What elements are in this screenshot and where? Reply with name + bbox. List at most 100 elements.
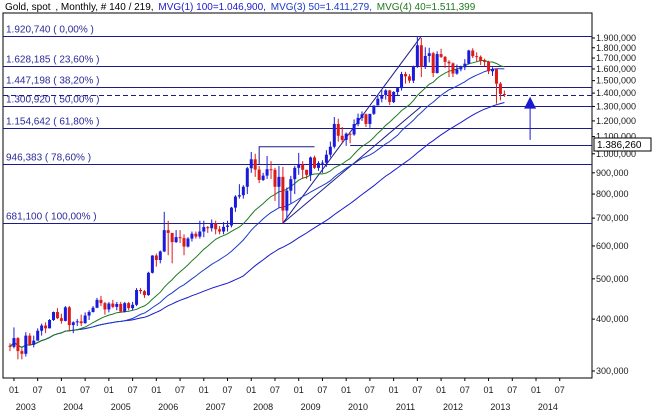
- candle-down: [166, 230, 170, 233]
- fib-trend-line: [282, 35, 422, 224]
- candle-up: [245, 168, 249, 187]
- fibonacci-lines: 1.920,740 ( 0,00% ) 1.628,185 ( 23,60% ) 1…: [3, 25, 592, 224]
- candle-up: [459, 67, 463, 70]
- x-month-label: 07: [80, 385, 90, 395]
- candle-down: [404, 74, 407, 77]
- fib-level-label: 1.920,740 ( 0,00% ): [6, 25, 94, 36]
- candle-up: [146, 272, 150, 296]
- candle-up: [491, 69, 495, 72]
- candle-down: [281, 176, 285, 211]
- price-box: [593, 137, 652, 152]
- candle-up: [229, 207, 233, 226]
- candle-down: [194, 233, 198, 237]
- candle-down: [142, 291, 146, 296]
- y-tick-label: 1.000,000: [596, 149, 636, 159]
- x-month-label: 07: [33, 385, 43, 395]
- candle-down: [336, 123, 340, 136]
- candle-up: [249, 159, 253, 169]
- candle-up: [344, 133, 348, 140]
- candle-down: [487, 62, 491, 72]
- x-year-label: 2004: [63, 402, 83, 412]
- header-ma2: MVG(3) 50=1.411,279,: [271, 2, 372, 13]
- candle-down: [154, 255, 158, 261]
- moving-averages: [9, 59, 505, 348]
- candle-down: [471, 50, 475, 57]
- y-tick-label: 1.400,000: [596, 88, 636, 98]
- fib-level-label: 681,100 ( 100,00% ): [6, 212, 97, 223]
- candle-up: [400, 74, 404, 89]
- candle-down: [305, 169, 309, 175]
- y-tick-label: 600,000: [596, 241, 629, 251]
- x-month-label: 01: [151, 385, 161, 395]
- candle-up: [48, 320, 52, 329]
- candle-down: [301, 164, 305, 170]
- candle-up: [332, 123, 336, 147]
- candle-up: [285, 190, 289, 211]
- candle-down: [178, 237, 182, 239]
- plot-area: [2, 12, 593, 379]
- candle-up: [356, 117, 360, 125]
- arrow-head: [524, 96, 537, 109]
- x-year-label: 2011: [396, 402, 415, 412]
- candle-up: [376, 98, 380, 106]
- candle-down: [364, 114, 368, 124]
- chart-header: Gold, spot , Monthly, # 140 / 219, MVG(1…: [5, 2, 476, 13]
- candle-down: [340, 135, 344, 140]
- candle-down: [127, 303, 131, 309]
- x-year-label: 2007: [206, 402, 226, 412]
- candle-up: [265, 169, 269, 176]
- candle-up: [261, 175, 265, 180]
- candle-up: [392, 91, 396, 103]
- x-month-label: 07: [317, 385, 327, 395]
- x-month-label: 07: [175, 385, 185, 395]
- candle-down: [419, 45, 423, 67]
- candle-up: [309, 157, 313, 175]
- ma-short-line: [9, 59, 505, 348]
- y-tick-label: 1.600,000: [596, 64, 636, 74]
- candle-down: [498, 83, 502, 94]
- candle-up: [289, 179, 293, 191]
- candle-down: [273, 169, 277, 187]
- candle-up: [328, 146, 332, 155]
- candle-up: [372, 105, 376, 114]
- candle-up: [174, 237, 178, 243]
- candle-up: [95, 299, 99, 308]
- candle-down: [269, 169, 273, 171]
- candle-up: [463, 63, 467, 68]
- candle-up: [384, 90, 388, 96]
- candle-up: [63, 307, 67, 321]
- candle-up: [75, 321, 79, 323]
- candle-up: [427, 53, 431, 56]
- x-year-label: 2013: [490, 402, 510, 412]
- candle-down: [67, 307, 71, 326]
- candle-down: [28, 335, 32, 345]
- x-year-label: 2003: [16, 402, 36, 412]
- ma-medium-line: [9, 68, 505, 348]
- candle-down: [388, 90, 392, 103]
- candle-up: [352, 124, 356, 135]
- candle-down: [348, 133, 352, 135]
- x-year-label: 2014: [538, 402, 558, 412]
- candle-up: [190, 233, 194, 239]
- candle-down: [502, 93, 506, 95]
- y-tick-label: 500,000: [596, 274, 629, 284]
- candle-up: [36, 330, 40, 341]
- x-month-label: 07: [507, 385, 517, 395]
- x-month-label: 01: [389, 385, 399, 395]
- y-tick-label: 700,000: [596, 213, 629, 223]
- candle-up: [150, 255, 154, 273]
- x-month-label: 01: [199, 385, 209, 395]
- candle-down: [119, 303, 123, 312]
- bracket-2008: [258, 146, 315, 165]
- candle-down: [494, 69, 498, 84]
- candle-down: [170, 232, 174, 243]
- header-ma1: MVG(1) 100=1.046,900,: [158, 2, 266, 13]
- candle-up: [32, 340, 36, 345]
- candle-down: [44, 325, 48, 329]
- x-year-label: 2009: [301, 402, 321, 412]
- candle-down: [451, 63, 455, 74]
- candle-up: [320, 162, 324, 164]
- header-info: , Monthly, # 140 / 219,: [55, 2, 153, 13]
- candle-up: [360, 114, 364, 118]
